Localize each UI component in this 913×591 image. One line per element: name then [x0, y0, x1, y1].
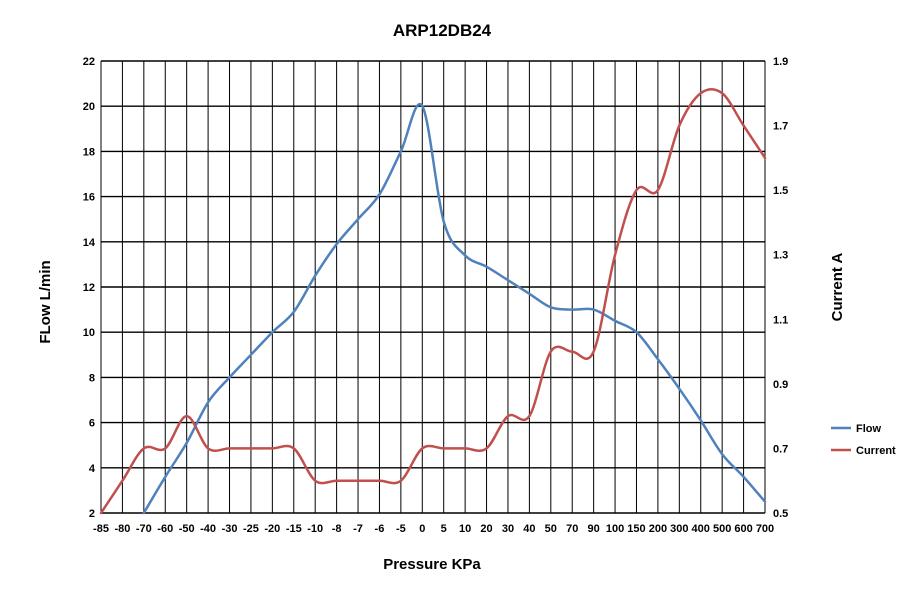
x-tick-label: 90	[588, 523, 600, 535]
x-tick-label: -40	[200, 523, 216, 535]
legend-label-current: Current	[856, 445, 896, 457]
right-tick-label: 0.9	[773, 379, 788, 391]
x-tick-label: 600	[734, 523, 752, 535]
x-tick-label: -5	[396, 523, 406, 535]
left-tick-label: 6	[89, 418, 95, 430]
x-tick-label: -25	[243, 523, 259, 535]
x-tick-label: -20	[264, 523, 280, 535]
x-tick-label: 20	[480, 523, 492, 535]
right-tick-label: 0.7	[773, 443, 788, 455]
x-tick-label: 30	[502, 523, 514, 535]
x-axis-title: Pressure KPa	[383, 556, 481, 573]
x-tick-label: 500	[713, 523, 731, 535]
x-tick-label: 10	[459, 523, 471, 535]
x-tick-label: 50	[545, 523, 557, 535]
left-tick-label: 8	[89, 372, 95, 384]
x-tick-label: 100	[606, 523, 624, 535]
x-tick-label: 300	[670, 523, 688, 535]
chart-title: ARP12DB24	[393, 21, 492, 40]
right-tick-label: 0.5	[773, 508, 788, 520]
x-tick-label: 700	[756, 523, 774, 535]
chart-legend: Flow Current	[831, 423, 896, 457]
chart-grid	[100, 60, 766, 514]
x-tick-label: -30	[222, 523, 238, 535]
right-tick-label: 1.5	[773, 185, 788, 197]
left-tick-label: 4	[89, 463, 96, 475]
left-tick-label: 18	[83, 146, 95, 158]
x-tick-label: 40	[523, 523, 535, 535]
x-tick-label: -60	[157, 523, 173, 535]
left-tick-label: 10	[83, 327, 95, 339]
series-line-current	[99, 88, 767, 515]
x-tick-label: -6	[375, 523, 385, 535]
x-tick-label: 5	[441, 523, 447, 535]
left-tick-label: 12	[83, 282, 95, 294]
x-tick-label: -85	[93, 523, 109, 535]
left-tick-label: 16	[83, 192, 95, 204]
right-axis-title: Current A	[829, 253, 846, 322]
x-tick-label: 400	[692, 523, 710, 535]
x-tick-label: -8	[332, 523, 342, 535]
x-tick-label: 70	[566, 523, 578, 535]
right-tick-label: 1.1	[773, 314, 788, 326]
left-tick-label: 2	[89, 508, 95, 520]
x-tick-label: 150	[627, 523, 645, 535]
left-axis-title: FLow L/min	[37, 260, 54, 343]
left-tick-label: 22	[83, 56, 95, 68]
x-tick-label: -70	[136, 523, 152, 535]
x-tick-label: 0	[419, 523, 425, 535]
x-tick-label: -80	[114, 523, 130, 535]
right-tick-label: 1.9	[773, 56, 788, 68]
x-axis-ticks: -85 -80 -70 -60 -50 -40 -30 -25 -20 -15 -10 -8 -7 -6-…	[93, 523, 774, 535]
right-axis-ticks: 0.5 0.7 0.9 1.1 1.3 1.5 1.7 1.9	[773, 56, 788, 520]
left-axis-ticks: 2 4 6 8 10 12 14 16 18 20 22	[83, 56, 96, 520]
right-tick-label: 1.3	[773, 250, 788, 262]
x-tick-label: -15	[286, 523, 302, 535]
series-line-flow	[142, 102, 767, 515]
left-tick-label: 20	[83, 101, 95, 113]
legend-label-flow: Flow	[856, 423, 881, 435]
x-tick-label: -50	[179, 523, 195, 535]
right-tick-label: 1.7	[773, 121, 788, 133]
series-layer	[99, 88, 767, 515]
left-tick-label: 14	[83, 237, 96, 249]
x-tick-label: -7	[353, 523, 363, 535]
x-tick-label: -10	[307, 523, 323, 535]
x-tick-label: 200	[649, 523, 667, 535]
